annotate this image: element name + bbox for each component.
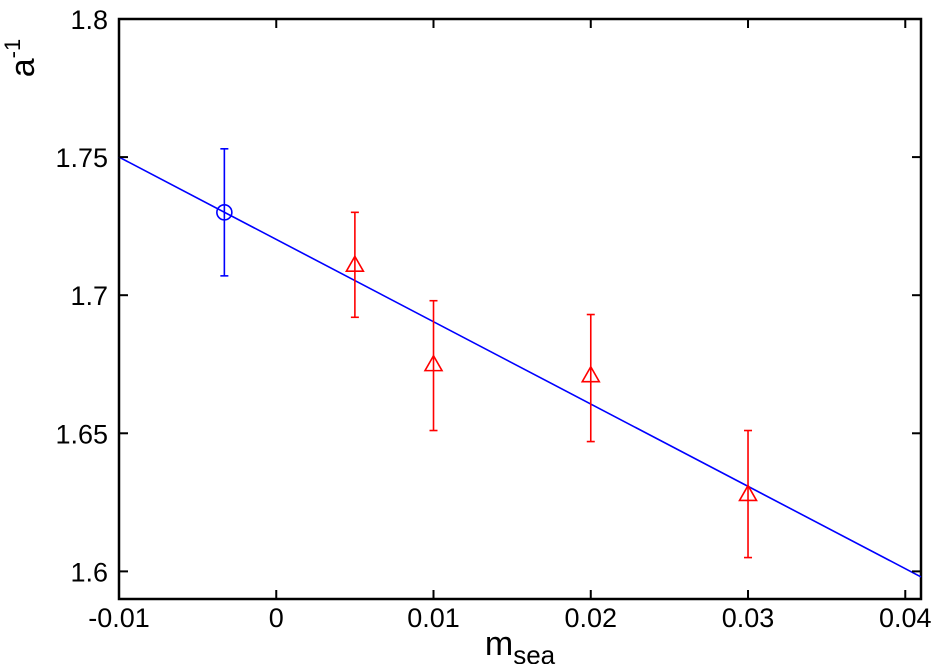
data-point-triangle	[423, 354, 444, 372]
plot-frame	[117, 17, 923, 601]
x-axis-label-main: m	[485, 625, 513, 663]
x-tick-label: -0.01	[88, 603, 150, 633]
y-tick-label: 1.7	[70, 281, 108, 311]
data-point-triangle	[580, 365, 601, 383]
y-tick-label: 1.65	[55, 419, 108, 449]
data-points-layer	[216, 148, 758, 559]
y-axis-label: a-1	[0, 39, 42, 77]
y-tick-label: 1.75	[55, 143, 108, 173]
axis-ticks: -0.01 0 0.01 0.02 0.03 0.04 1.6 1.65 1.7 1.75 1.8	[55, 5, 931, 633]
x-tick-label: 0.01	[407, 603, 460, 633]
y-axis-label-superscript: -1	[0, 39, 25, 59]
x-tick-label: 0.02	[564, 603, 617, 633]
data-point-circle	[216, 204, 233, 221]
x-tick-label: 0	[269, 603, 284, 633]
fit-line-layer	[118, 156, 922, 578]
y-axis-label-main: a	[4, 58, 42, 77]
data-point-triangle	[345, 254, 365, 272]
y-tick-label: 1.6	[70, 557, 108, 587]
x-tick-label: 0.04	[879, 603, 932, 633]
x-axis-label: msea	[485, 625, 556, 664]
y-tick-label: 1.8	[70, 5, 108, 35]
plot-area	[117, 17, 923, 601]
fit-line	[118, 156, 922, 578]
data-point-triangle	[738, 483, 758, 502]
x-tick-label: 0.03	[722, 603, 775, 633]
axis-labels: msea a-1	[0, 39, 556, 664]
x-axis-label-subscript: sea	[513, 640, 555, 664]
